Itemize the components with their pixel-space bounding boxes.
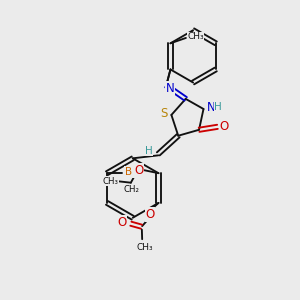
Text: O: O — [219, 120, 229, 133]
Text: H: H — [214, 102, 222, 112]
Text: Br: Br — [125, 167, 136, 177]
Text: CH₂: CH₂ — [123, 185, 139, 194]
Text: N: N — [166, 82, 174, 95]
Text: H: H — [145, 146, 153, 156]
Text: O: O — [145, 208, 154, 221]
Text: CH₃: CH₃ — [187, 32, 204, 41]
Text: S: S — [160, 107, 168, 120]
Text: O: O — [117, 216, 127, 229]
Text: O: O — [134, 164, 143, 177]
Text: N: N — [207, 101, 215, 114]
Text: CH₃: CH₃ — [103, 177, 119, 186]
Text: CH₃: CH₃ — [136, 243, 153, 252]
